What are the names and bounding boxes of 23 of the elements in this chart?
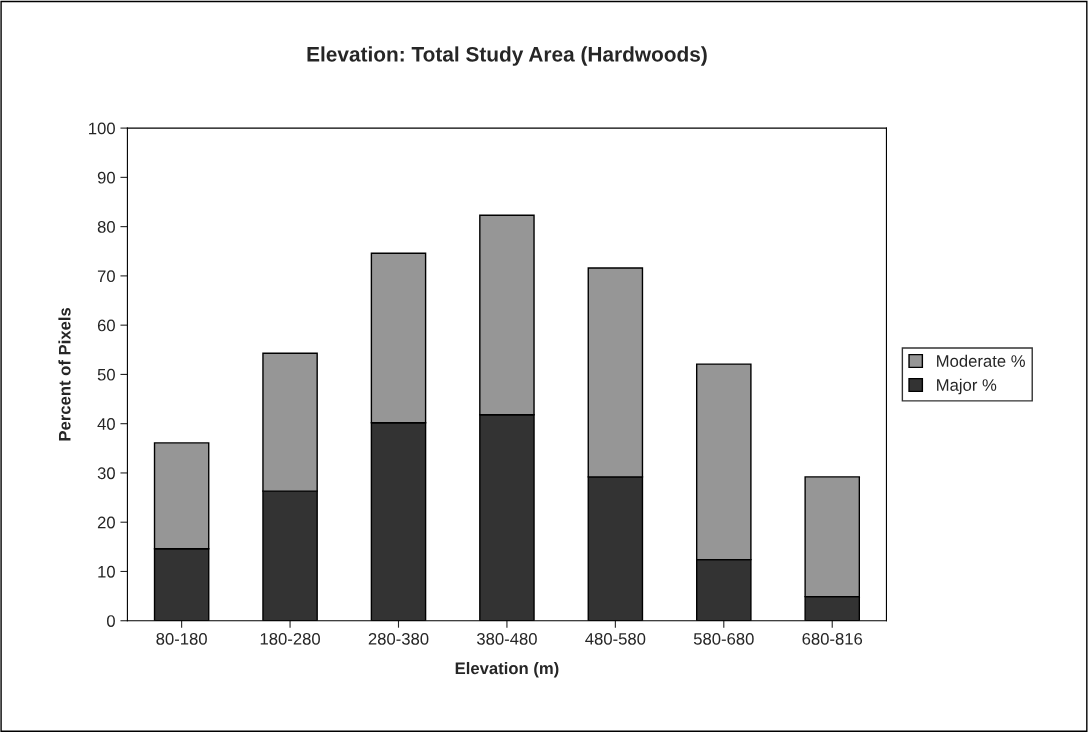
x-tick-label: 680-816 (802, 632, 863, 645)
x-tick-label: 380-480 (476, 632, 537, 645)
y-tick-label: 40 (97, 418, 115, 430)
y-tick-label: 70 (97, 270, 115, 283)
x-tick-label: 480-580 (585, 632, 646, 645)
legend-label: Major % (937, 378, 997, 395)
y-tick-label: 50 (97, 368, 115, 381)
x-axis-title: Elevation (m) (455, 661, 559, 678)
x-tick-label: 180-280 (260, 632, 320, 645)
y-tick-label: 20 (97, 516, 115, 529)
y-tick-label: 60 (97, 319, 115, 332)
chart-title: Elevation: Total Study Area (Hardwoods) (307, 46, 707, 66)
y-tick-label: 90 (97, 171, 115, 184)
y-tick-label: 10 (98, 565, 115, 578)
y-tick-label: 80 (97, 221, 115, 233)
y-tick-label: 30 (97, 467, 115, 480)
legend-label: Moderate % (937, 354, 1025, 367)
y-axis-title: Percent of Pixels (58, 307, 71, 441)
x-tick-label: 80-180 (156, 632, 207, 645)
y-tick-label: 100 (89, 122, 115, 135)
x-tick-label: 580-680 (693, 632, 754, 645)
x-tick-label: 280-380 (368, 632, 429, 645)
y-tick-label: 0 (106, 615, 115, 627)
